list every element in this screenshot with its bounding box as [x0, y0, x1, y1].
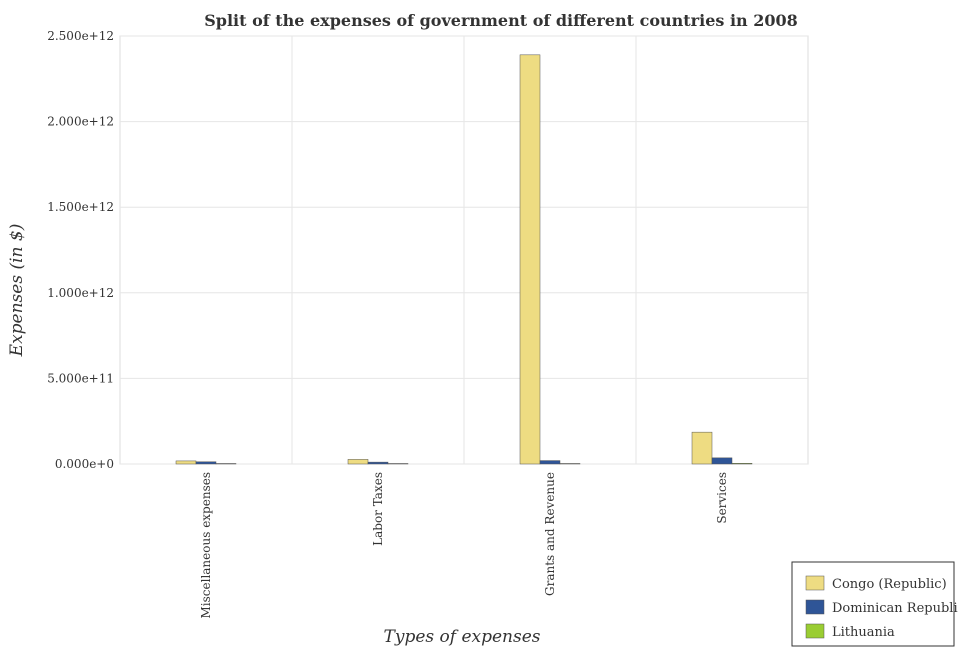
bar-lithuania [215, 463, 237, 465]
x-tick-label: Grants and Revenue [543, 472, 557, 596]
y-tick-label: 1.500e+12 [47, 200, 114, 214]
legend-label: Lithuania [832, 625, 895, 640]
y-tick-label: 2.500e+12 [47, 29, 114, 43]
bar-congo-republic [691, 431, 713, 465]
bar-dominican-republic [195, 461, 217, 465]
y-tick-label: 1.000e+12 [47, 286, 114, 300]
bar-congo-republic [519, 54, 541, 465]
legend-swatch [805, 599, 825, 615]
x-tick-label: Miscellaneous expenses [199, 472, 213, 619]
legend: Congo (Republic) Dominican Republic Lithua… [791, 561, 958, 647]
y-tick-label: 5.000e+11 [47, 371, 114, 385]
bar-congo-republic [347, 459, 369, 465]
bars [175, 54, 753, 465]
legend-swatch [805, 623, 825, 639]
x-axis-label: Types of expenses [384, 627, 541, 647]
x-tick-labels: Miscellaneous expenses Labor Taxes Grants … [199, 472, 729, 619]
y-tick-labels: 0.000e+0 5.000e+11 1.000e+12 1.500e+12 2.000… [47, 29, 114, 471]
y-tick-label: 2.000e+12 [47, 115, 114, 129]
legend-label: Dominican Republic [832, 601, 958, 616]
bar-lithuania [559, 463, 581, 465]
bar-lithuania [731, 463, 753, 465]
y-axis-label: Expenses (in $) [7, 224, 27, 358]
bar-lithuania [387, 463, 409, 465]
x-tick-label: Labor Taxes [371, 472, 385, 546]
bar-dominican-republic [367, 461, 389, 465]
bar-congo-republic [175, 460, 197, 465]
y-tick-label: 0.000e+0 [55, 457, 114, 471]
legend-swatch [805, 575, 825, 591]
bar-dominican-republic [711, 457, 733, 465]
bar-dominican-republic [539, 460, 561, 465]
gridlines [119, 35, 809, 465]
chart-title: Split of the expenses of government of d… [204, 11, 798, 30]
x-tick-label: Services [715, 472, 729, 524]
legend-label: Congo (Republic) [832, 577, 947, 592]
